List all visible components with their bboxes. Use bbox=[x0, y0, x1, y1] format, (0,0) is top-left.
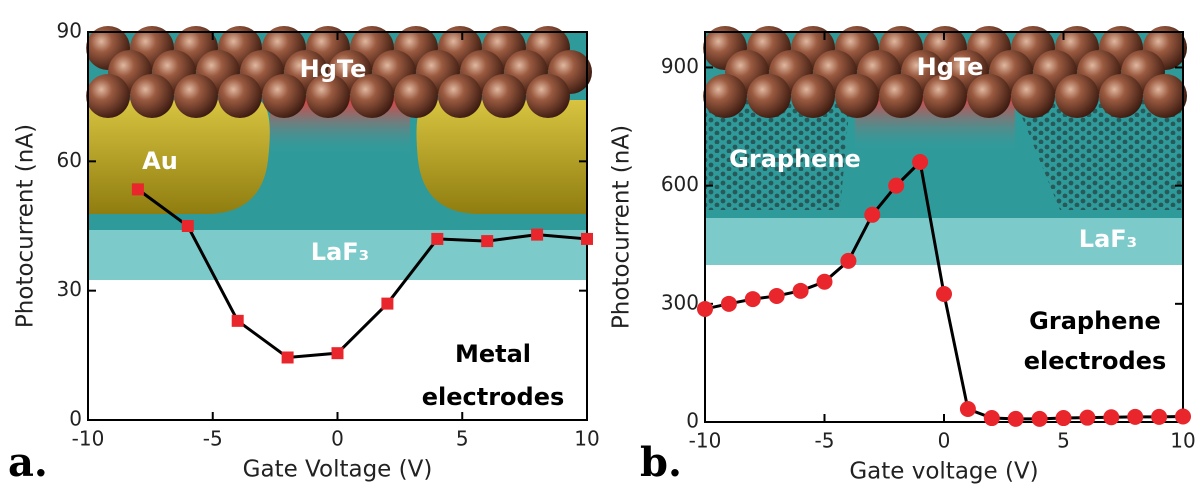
y-tick-label: 0 bbox=[686, 409, 699, 433]
x-tick-label: 5 bbox=[456, 427, 469, 451]
x-tick-label: 10 bbox=[574, 427, 599, 451]
y-tick-label: 90 bbox=[57, 19, 82, 43]
y-axis-label: Photocurrent (nA) bbox=[609, 125, 635, 329]
nanocrystal bbox=[835, 74, 879, 118]
x-tick-label: -10 bbox=[72, 427, 105, 451]
annotation: HgTe bbox=[917, 53, 984, 81]
x-axis-label: Gate Voltage (V) bbox=[243, 457, 433, 483]
nanocrystal bbox=[350, 74, 394, 118]
x-tick-label: -10 bbox=[689, 429, 722, 453]
data-point bbox=[1151, 408, 1168, 425]
data-point bbox=[912, 154, 929, 170]
y-tick-label: 30 bbox=[57, 277, 82, 301]
x-tick-label: 10 bbox=[1170, 429, 1195, 453]
y-tick-label: 600 bbox=[661, 172, 699, 196]
data-point bbox=[1007, 410, 1024, 427]
annotation: electrodes bbox=[1024, 347, 1167, 375]
nanocrystal bbox=[1011, 74, 1055, 118]
data-point bbox=[381, 297, 394, 310]
y-tick-label: 60 bbox=[57, 148, 82, 172]
data-point bbox=[1127, 408, 1144, 425]
data-point bbox=[983, 410, 1000, 427]
nanocrystal bbox=[1099, 74, 1143, 118]
data-point bbox=[131, 183, 144, 196]
nanocrystal bbox=[791, 74, 835, 118]
nanocrystal bbox=[967, 74, 1011, 118]
data-point bbox=[431, 232, 444, 245]
nanocrystal bbox=[703, 74, 747, 118]
data-line bbox=[137, 188, 588, 360]
annotation: Graphene bbox=[1029, 307, 1161, 335]
x-tick-label: 0 bbox=[938, 429, 951, 453]
nanocrystal bbox=[174, 74, 218, 118]
data-point bbox=[768, 287, 785, 304]
data-point bbox=[959, 401, 976, 417]
y-axis-label: Photocurrent (nA) bbox=[13, 124, 39, 328]
data-point bbox=[888, 177, 905, 194]
y-tick-label: 300 bbox=[661, 290, 699, 314]
nanocrystal bbox=[218, 74, 262, 118]
annotation: Graphene bbox=[729, 145, 861, 173]
data-point bbox=[720, 295, 737, 312]
data-point bbox=[1031, 410, 1048, 427]
annotation: HgTe bbox=[300, 55, 367, 83]
panel-label: b. bbox=[640, 439, 682, 486]
data-point bbox=[744, 291, 761, 308]
data-point bbox=[331, 347, 344, 360]
x-tick-label: -5 bbox=[203, 427, 223, 451]
y-tick-label: 0 bbox=[69, 407, 82, 431]
data-point bbox=[864, 206, 881, 223]
nanocrystal bbox=[306, 74, 350, 118]
data-point bbox=[936, 285, 952, 302]
data-point bbox=[181, 220, 194, 232]
data-point bbox=[281, 351, 294, 364]
nanocrystal bbox=[923, 74, 967, 118]
illustration-b bbox=[703, 26, 1187, 265]
nanocrystal bbox=[482, 74, 526, 118]
data-point bbox=[1055, 410, 1072, 427]
annotation: Metal bbox=[455, 340, 531, 368]
data-point bbox=[816, 273, 833, 290]
annotation: electrodes bbox=[422, 383, 565, 411]
data-point bbox=[481, 235, 494, 248]
annotation: LaF₃ bbox=[311, 238, 369, 266]
data-point bbox=[231, 314, 244, 327]
data-point bbox=[1103, 409, 1120, 426]
annotation: LaF₃ bbox=[1079, 225, 1137, 253]
data-point bbox=[531, 228, 544, 241]
nanocrystal bbox=[1143, 74, 1187, 118]
nanocrystal bbox=[262, 74, 306, 118]
data-point bbox=[792, 282, 809, 299]
data-point bbox=[1175, 408, 1191, 425]
x-tick-label: 0 bbox=[331, 427, 344, 451]
data-point bbox=[840, 252, 857, 269]
nanocrystal bbox=[526, 74, 570, 118]
panel-label: a. bbox=[8, 439, 48, 486]
nanocrystal bbox=[747, 74, 791, 118]
nanocrystal bbox=[86, 74, 130, 118]
nanocrystal bbox=[394, 74, 438, 118]
x-tick-label: 5 bbox=[1057, 429, 1070, 453]
nanocrystal bbox=[1055, 74, 1099, 118]
nanocrystal bbox=[130, 74, 174, 118]
data-point bbox=[697, 300, 713, 317]
nanocrystal bbox=[438, 74, 482, 118]
nanocrystal bbox=[879, 74, 923, 118]
data-point bbox=[1079, 409, 1096, 426]
x-axis-label: Gate voltage (V) bbox=[849, 459, 1038, 485]
x-tick-label: -5 bbox=[815, 429, 835, 453]
y-tick-label: 900 bbox=[661, 54, 699, 78]
annotation: Au bbox=[142, 147, 178, 175]
data-point bbox=[581, 232, 593, 245]
